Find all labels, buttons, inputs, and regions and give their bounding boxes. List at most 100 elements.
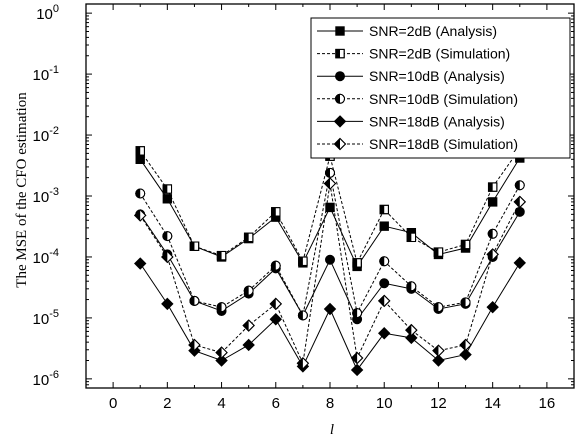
data-point [432, 354, 445, 367]
y-tick-label: 10-1 [33, 64, 59, 84]
legend-marker [333, 137, 347, 151]
y-tick-label: 10-3 [33, 186, 59, 206]
x-tick-label: 6 [272, 395, 280, 412]
data-point [189, 241, 200, 251]
data-point [352, 258, 362, 268]
data-point [378, 294, 391, 308]
data-point [514, 180, 525, 191]
data-point [325, 167, 335, 178]
y-tick-label: 10-4 [33, 247, 59, 267]
data-point [378, 327, 391, 340]
data-point [215, 346, 228, 359]
data-point [215, 354, 228, 367]
data-point [269, 297, 282, 311]
legend-marker [335, 26, 345, 36]
legend-label: SNR=10dB (Analysis) [369, 68, 505, 84]
data-point [379, 204, 389, 215]
series-5 [134, 177, 526, 370]
data-point [134, 257, 147, 270]
data-point [189, 295, 200, 306]
data-point [405, 331, 418, 345]
data-point [242, 338, 255, 352]
legend-item: SNR=18dB (Analysis) [317, 113, 505, 129]
legend-item: SNR=2dB (Simulation) [317, 46, 510, 62]
data-point [161, 297, 174, 311]
x-tick-label: 0 [109, 395, 117, 412]
legend-item: SNR=18dB (Simulation) [317, 136, 518, 152]
legend-marker [335, 71, 345, 82]
data-point [325, 254, 335, 265]
data-point [243, 232, 254, 243]
data-point [350, 363, 364, 377]
data-point [487, 228, 498, 239]
y-tick-label: 10-6 [33, 369, 59, 389]
legend-item: SNR=10dB (Simulation) [317, 91, 518, 107]
data-point [379, 221, 389, 231]
x-tick-label: 14 [484, 395, 501, 412]
legend-label: SNR=18dB (Analysis) [369, 113, 505, 129]
legend-box [310, 17, 571, 159]
legend-marker [335, 93, 345, 104]
data-point [216, 302, 227, 313]
legend-label: SNR=18dB (Simulation) [369, 136, 518, 152]
data-point [297, 310, 308, 321]
x-axis-label: l [330, 422, 334, 438]
series-line [139, 148, 521, 265]
data-point [134, 209, 147, 222]
data-point [433, 247, 444, 257]
data-point [323, 302, 337, 316]
legend-label: SNR=2dB (Simulation) [369, 46, 510, 62]
data-point [243, 285, 254, 296]
data-point [432, 344, 445, 357]
data-point [135, 146, 145, 156]
data-point [269, 313, 282, 326]
data-point [271, 207, 281, 217]
x-tick-label: 8 [326, 395, 334, 412]
x-tick-label: 4 [217, 395, 225, 412]
data-point [270, 260, 281, 271]
y-tick-label: 10-2 [33, 125, 59, 145]
legend-label: SNR=10dB (Simulation) [369, 91, 518, 107]
series-line [139, 172, 521, 317]
data-point [162, 194, 173, 204]
data-point [487, 182, 498, 192]
data-point [486, 248, 499, 261]
data-point [459, 338, 472, 352]
legend-item: SNR=2dB (Analysis) [317, 23, 497, 39]
data-point [242, 319, 255, 332]
y-axis-label: The MSE of the CFO estimation [14, 92, 30, 288]
axis-ticks: 0 2 4 6 8 10 12 14 16 100 10-1 10-2 10-3 10-4 10-5 10-6 [33, 3, 575, 412]
data-point [459, 348, 472, 361]
data-point [161, 250, 174, 264]
data-point [162, 184, 173, 194]
data-point [379, 256, 390, 267]
data-point [296, 357, 310, 370]
data-point [188, 338, 201, 352]
x-tick-label: 12 [430, 395, 447, 412]
x-tick-label: 16 [539, 395, 556, 412]
y-tick-label: 100 [36, 3, 59, 23]
data-point [460, 297, 471, 308]
data-point [162, 231, 173, 242]
data-point [486, 300, 499, 314]
series-line [139, 183, 521, 366]
legend-marker [333, 115, 347, 128]
data-point [433, 302, 444, 313]
data-point [460, 239, 471, 250]
x-tick-label: 10 [376, 395, 393, 412]
data-point [325, 202, 335, 213]
series-3 [135, 167, 525, 321]
legend-label: SNR=2dB (Analysis) [369, 23, 497, 39]
series-layer [134, 143, 526, 377]
x-tick-label: 2 [163, 395, 171, 412]
data-point [513, 195, 526, 209]
data-point [379, 278, 390, 289]
y-tick-label: 10-5 [33, 308, 59, 328]
data-point [406, 281, 417, 292]
series-4 [134, 256, 526, 377]
data-point [405, 323, 418, 337]
data-point [323, 177, 337, 190]
data-point [216, 250, 227, 261]
data-point [406, 232, 417, 243]
